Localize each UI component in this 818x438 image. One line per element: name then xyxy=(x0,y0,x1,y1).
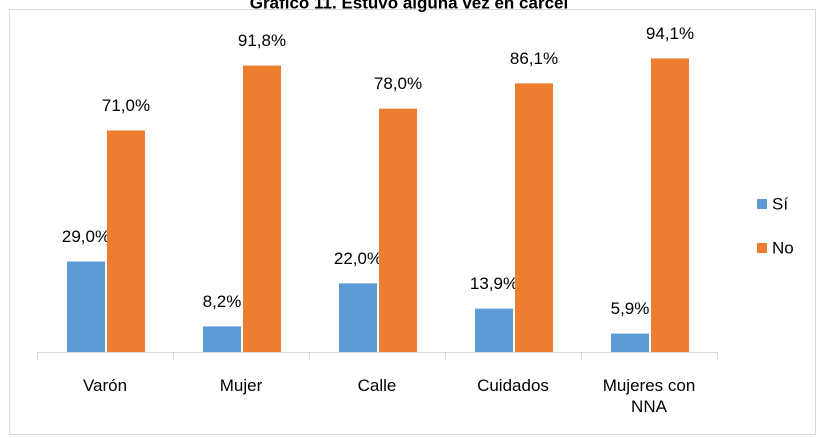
data-label: 5,9% xyxy=(611,299,650,318)
bar xyxy=(243,65,281,353)
x-tick-label: Cuidados xyxy=(477,376,549,395)
data-label: 86,1% xyxy=(510,49,558,68)
chart-border xyxy=(9,9,816,435)
x-tick-label: Varón xyxy=(82,376,128,395)
x-tick-label: Mujer xyxy=(219,376,263,395)
bar xyxy=(475,308,513,352)
data-label: 94,1% xyxy=(646,24,694,43)
data-label: 22,0% xyxy=(334,249,382,268)
x-tick-label: Mujeres con NNA xyxy=(602,376,696,416)
legend-label: No xyxy=(772,238,794,257)
x-tick-label: Calle xyxy=(357,376,397,395)
bar xyxy=(515,83,553,353)
data-label: 71,0% xyxy=(102,96,150,115)
data-label: 78,0% xyxy=(374,74,422,93)
legend-swatch xyxy=(757,199,767,209)
legend-swatch xyxy=(757,243,767,253)
bar xyxy=(67,261,105,352)
data-label: 8,2% xyxy=(203,292,242,311)
bar xyxy=(107,130,145,352)
data-label: 13,9% xyxy=(470,274,518,293)
bar xyxy=(339,283,377,352)
bar xyxy=(203,326,241,352)
data-label: 29,0% xyxy=(62,227,110,246)
chart-title: Gráfico 11. Estuvo alguna vez en cárcel xyxy=(250,0,568,12)
legend-label: Sí xyxy=(772,194,788,213)
bar xyxy=(651,58,689,353)
bar xyxy=(611,333,649,352)
data-label: 91,8% xyxy=(238,31,286,50)
bar xyxy=(379,108,417,352)
